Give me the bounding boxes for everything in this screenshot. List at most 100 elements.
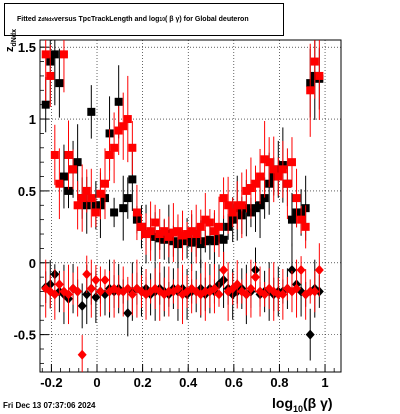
- data-point-square: [219, 194, 228, 203]
- data-point-diamond: [86, 283, 96, 294]
- data-point-square: [123, 194, 132, 203]
- data-point-diamond: [219, 264, 229, 275]
- data-point-square: [246, 184, 255, 193]
- data-point-square: [256, 172, 265, 181]
- data-point-square: [50, 150, 59, 159]
- data-point-square: [310, 57, 319, 66]
- data-point-square: [119, 122, 128, 131]
- data-point-diamond: [232, 279, 242, 290]
- data-point-square: [306, 86, 315, 95]
- data-point-square: [233, 201, 242, 210]
- data-point-diamond: [82, 289, 92, 300]
- x-tick-label: 0: [93, 375, 100, 390]
- data-point-square: [59, 172, 68, 181]
- data-point-square: [210, 227, 219, 236]
- data-point-square: [169, 228, 178, 237]
- y-tick-label: 0.5: [18, 184, 36, 199]
- chart-title-c: ( β γ) for Global deuteron: [164, 16, 249, 23]
- data-point-square: [173, 227, 182, 236]
- data-point-square: [283, 179, 292, 188]
- data-point-square: [242, 186, 251, 195]
- data-point-square: [69, 165, 78, 174]
- data-point-square: [110, 143, 119, 152]
- data-point-diamond: [214, 289, 224, 300]
- data-point-square: [292, 194, 301, 203]
- data-point-square: [260, 155, 269, 164]
- data-point-square: [155, 230, 164, 239]
- x-tick-label: 0.8: [270, 375, 288, 390]
- data-point-square: [114, 97, 123, 106]
- data-point-diamond: [73, 286, 83, 297]
- data-point-diamond: [246, 283, 256, 294]
- data-point-diamond: [59, 286, 69, 297]
- data-point-diamond: [305, 329, 315, 340]
- data-point-square: [41, 50, 50, 59]
- data-point-square: [205, 235, 214, 244]
- data-point-square: [73, 201, 82, 210]
- data-point-square: [123, 115, 132, 124]
- data-point-square: [59, 50, 68, 59]
- y-tick-label: 1: [29, 112, 36, 127]
- data-point-diamond: [296, 264, 306, 275]
- data-point-square: [142, 230, 151, 239]
- data-point-diamond: [64, 289, 74, 300]
- data-point-square: [128, 143, 137, 152]
- x-tick-label: 0.4: [179, 375, 198, 390]
- data-point-square: [205, 218, 214, 227]
- data-point-square: [73, 158, 82, 167]
- data-point-square: [64, 150, 73, 159]
- data-point-square: [87, 107, 96, 116]
- data-point-diamond: [292, 283, 302, 294]
- y-tick-label: 1.5: [18, 40, 36, 55]
- chart-title-b: versus TpcTrackLength and log: [54, 16, 160, 23]
- data-point-square: [132, 208, 141, 217]
- data-point-square: [251, 204, 260, 213]
- data-point-diamond: [77, 349, 87, 360]
- data-point-square: [183, 230, 192, 239]
- data-point-square: [96, 189, 105, 198]
- data-point-square: [119, 204, 128, 213]
- data-point-diamond: [91, 275, 101, 286]
- chart-title-a: Fitted z: [17, 16, 42, 23]
- data-point-diamond: [273, 289, 283, 300]
- data-point-diamond: [209, 283, 219, 294]
- chart-title-sub2: 10: [159, 16, 165, 23]
- data-point-square: [164, 232, 173, 241]
- data-point-square: [228, 208, 237, 217]
- data-point-square: [297, 215, 306, 224]
- y-tick-label: -0.5: [14, 328, 36, 343]
- data-point-square: [160, 227, 169, 236]
- data-point-square: [278, 165, 287, 174]
- data-point-diamond: [314, 264, 324, 275]
- data-point-diamond: [200, 286, 210, 297]
- data-point-square: [110, 208, 119, 217]
- data-point-square: [100, 179, 109, 188]
- data-point-diamond: [82, 269, 92, 280]
- data-point-square: [219, 235, 228, 244]
- data-point-square: [301, 222, 310, 231]
- data-point-square: [55, 179, 64, 188]
- y-axis-label: zdNdx: [4, 29, 19, 52]
- data-point-square: [260, 194, 269, 203]
- data-point-square: [201, 215, 210, 224]
- data-point-diamond: [50, 289, 60, 300]
- data-point-square: [256, 201, 265, 210]
- data-point-diamond: [100, 275, 110, 286]
- chart-title-sub1: dNdx: [41, 16, 55, 23]
- data-point-square: [146, 227, 155, 236]
- data-point-square: [274, 172, 283, 181]
- data-point-diamond: [77, 300, 87, 311]
- data-point-square: [287, 158, 296, 167]
- data-point-square: [251, 179, 260, 188]
- data-point-square: [237, 201, 246, 210]
- data-point-square: [87, 194, 96, 203]
- x-tick-label: 0.2: [134, 375, 152, 390]
- data-point-square: [151, 218, 160, 227]
- data-point-square: [265, 158, 274, 167]
- data-point-square: [187, 227, 196, 236]
- data-point-square: [50, 50, 59, 59]
- plot-frame: [39, 39, 342, 373]
- data-point-diamond: [250, 272, 260, 283]
- data-point-square: [178, 231, 187, 240]
